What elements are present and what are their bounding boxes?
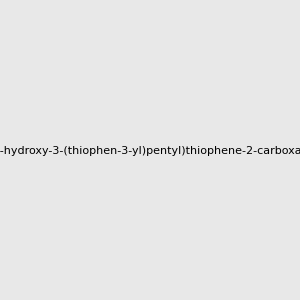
Text: N-(5-hydroxy-3-(thiophen-3-yl)pentyl)thiophene-2-carboxamide: N-(5-hydroxy-3-(thiophen-3-yl)pentyl)thi… <box>0 146 300 157</box>
